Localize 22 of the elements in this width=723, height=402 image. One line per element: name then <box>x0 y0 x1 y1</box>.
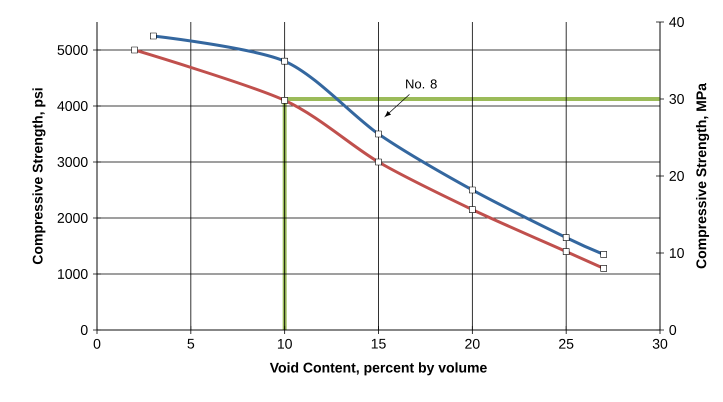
x-tick-label: 30 <box>652 338 668 349</box>
y2-tick-label: 30 <box>669 94 684 104</box>
x-tick-label: 5 <box>188 338 194 349</box>
y2-tick-label: 10 <box>670 248 684 258</box>
y2-tick-label: 20 <box>670 171 684 181</box>
x-tick-label: 25 <box>559 338 574 349</box>
y-tick-label: 5000 <box>58 45 88 55</box>
x-tick-label: 15 <box>372 338 386 349</box>
y-tick-label: 0 <box>80 325 88 335</box>
annotation: No. 8 <box>406 79 437 89</box>
x-axis-title: Void Content, percent by volume <box>270 362 487 376</box>
x-tick-label: 0 <box>94 338 100 349</box>
y-tick-label: 2000 <box>58 213 88 223</box>
y2-axis-title: Compressive Strength, MPa <box>696 82 710 268</box>
y-tick-label: 4000 <box>57 101 88 111</box>
y2-tick-label: 0 <box>669 325 676 335</box>
x-tick-label: 10 <box>278 338 292 349</box>
y-axis-title: Compressive Strength, psi <box>32 88 46 264</box>
y-tick-label: 3000 <box>58 157 88 167</box>
x-tick-label: 20 <box>465 338 480 349</box>
y2-tick-label: 40 <box>669 17 684 27</box>
y-tick-label: 1000 <box>58 269 88 279</box>
